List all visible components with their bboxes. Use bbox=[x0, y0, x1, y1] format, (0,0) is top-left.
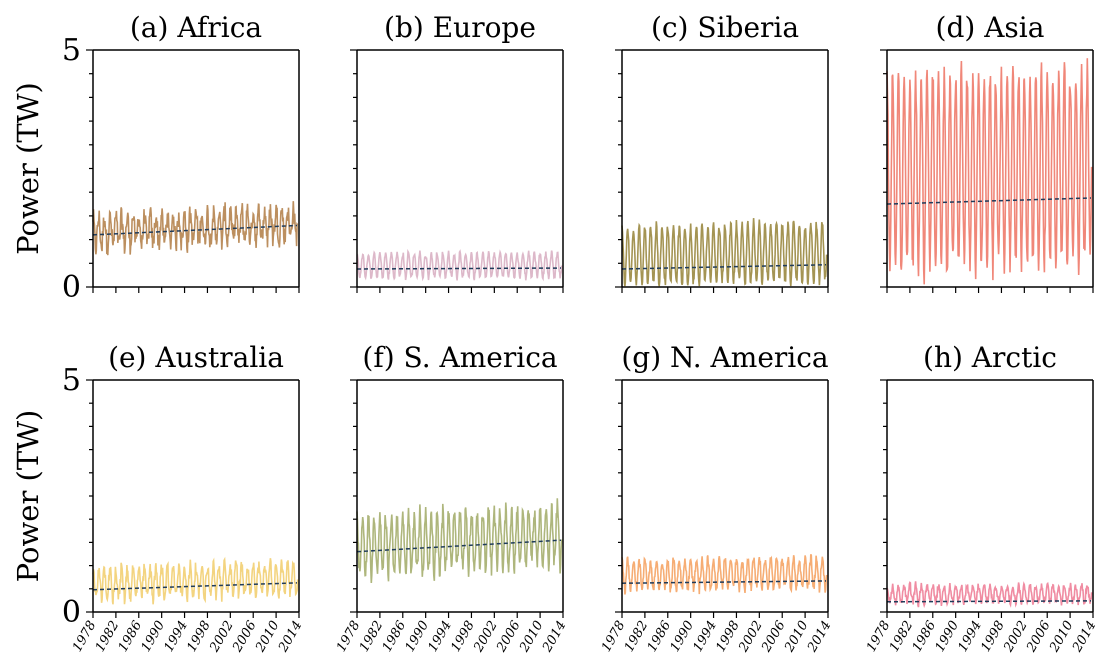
panel-title: (a) Africa bbox=[130, 11, 262, 44]
x-tick-label: 2006 bbox=[494, 619, 524, 656]
panel-title: (g) N. America bbox=[621, 341, 828, 374]
y-axis-label: Power (TW) bbox=[11, 82, 45, 255]
x-tick-label: 2014 bbox=[275, 619, 305, 656]
panel-title: (b) Europe bbox=[384, 11, 536, 44]
y-tick-label: 0 bbox=[62, 595, 81, 630]
panel-7: (g) N. America19781982198619901994199820… bbox=[599, 341, 835, 656]
trend-line bbox=[886, 600, 1092, 603]
x-tick-label: 2006 bbox=[1024, 619, 1054, 656]
panel-title: (e) Australia bbox=[108, 341, 284, 374]
panel-1: (a) Africa 0 5 Power (TW) bbox=[11, 11, 300, 305]
trend-line bbox=[621, 580, 827, 584]
series-line bbox=[886, 58, 1093, 285]
x-tick-label: 2010 bbox=[1047, 619, 1077, 656]
trend-line bbox=[621, 264, 827, 270]
trend-line bbox=[356, 539, 562, 553]
x-tick-label: 2006 bbox=[230, 619, 260, 656]
series-line bbox=[886, 581, 1093, 609]
panel-8: (h) Arctic197819821986199019941998200220… bbox=[864, 341, 1100, 656]
series-line bbox=[356, 498, 563, 584]
series-line bbox=[621, 553, 828, 595]
x-tick-label: 2014 bbox=[539, 619, 569, 656]
series-line bbox=[356, 248, 563, 282]
y-tick-label: 5 bbox=[62, 33, 81, 68]
panel-title: (f) S. America bbox=[362, 341, 557, 374]
x-tick-label: 2010 bbox=[782, 619, 812, 656]
x-tick-label: 2002 bbox=[207, 619, 237, 656]
series-line bbox=[92, 556, 299, 605]
y-axis-label: Power (TW) bbox=[11, 410, 45, 583]
y-tick-label: 5 bbox=[62, 363, 81, 398]
trend-line bbox=[356, 267, 562, 270]
panel-title: (d) Asia bbox=[936, 11, 1045, 44]
x-tick-label: 2010 bbox=[517, 619, 547, 656]
x-tick-label: 2002 bbox=[471, 619, 501, 656]
x-tick-label: 2014 bbox=[804, 619, 834, 656]
trend-line bbox=[92, 582, 298, 591]
panel-title: (c) Siberia bbox=[651, 11, 799, 44]
x-tick-label: 2002 bbox=[736, 619, 766, 656]
x-tick-label: 2002 bbox=[1001, 619, 1031, 656]
panel-3: (c) Siberia bbox=[615, 11, 829, 293]
panel-2: (b) Europe bbox=[350, 11, 564, 293]
x-tick-label: 2010 bbox=[253, 619, 283, 656]
series-line bbox=[92, 201, 299, 256]
panel-6: (f) S. America19781982198619901994199820… bbox=[334, 341, 570, 656]
x-tick-label: 2014 bbox=[1069, 619, 1099, 656]
y-tick-label: 0 bbox=[62, 270, 81, 305]
series-line bbox=[621, 218, 828, 287]
panel-title: (h) Arctic bbox=[923, 341, 1057, 374]
panel-4: (d) Asia bbox=[880, 11, 1094, 293]
trend-line bbox=[92, 224, 298, 236]
trend-line bbox=[886, 197, 1092, 205]
x-tick-label: 2006 bbox=[759, 619, 789, 656]
